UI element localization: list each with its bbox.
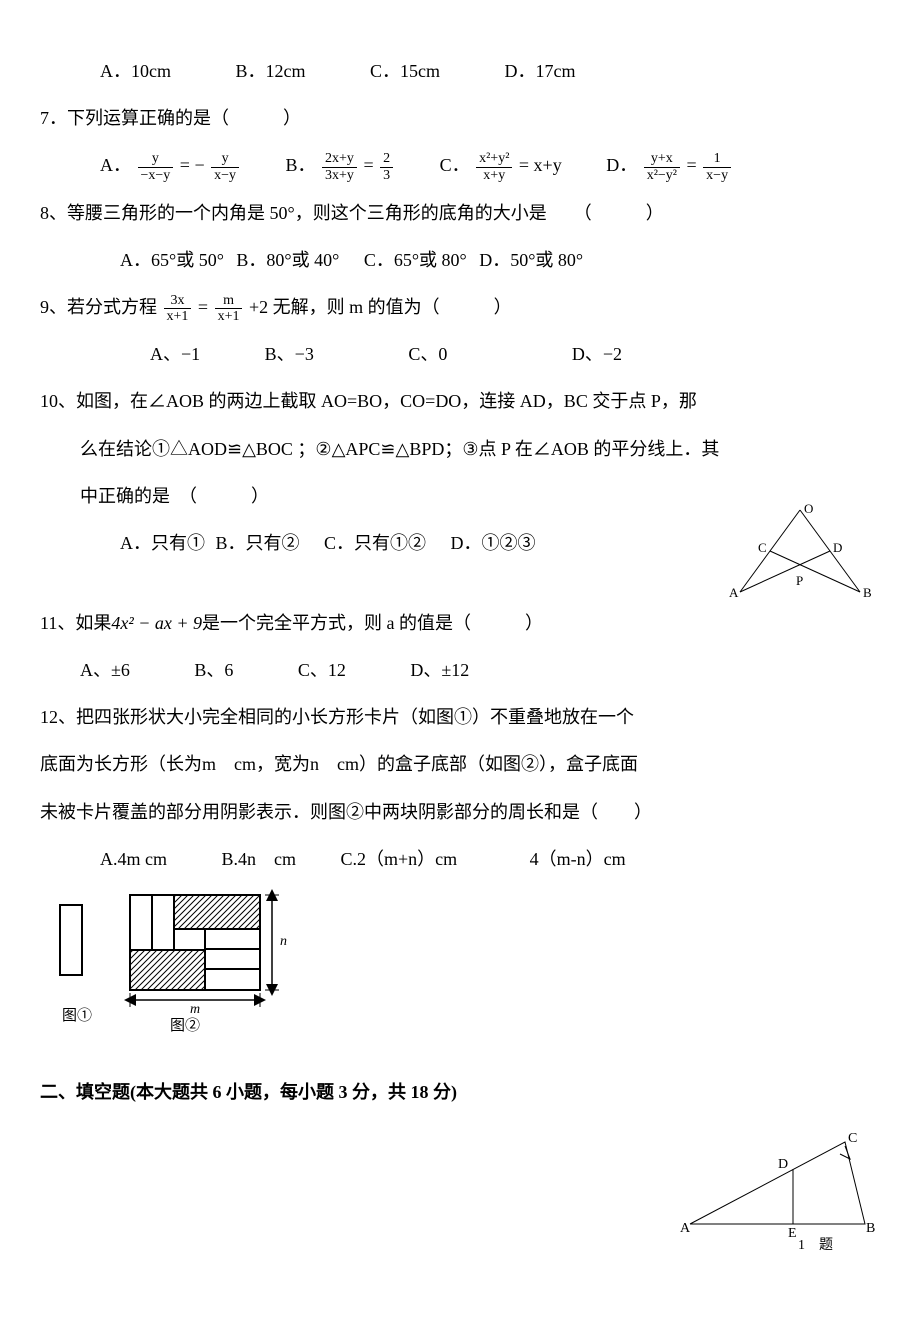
section2-heading: 二、填空题(本大题共 6 小题，每小题 3 分，共 18 分): [40, 1071, 880, 1114]
q11-stem: 11、如果4x² − ax + 9是一个完全平方式，则 a 的值是（ ）: [40, 602, 880, 645]
q9-opt-a: A、−1: [150, 333, 200, 376]
q7-d-prefix: D．: [606, 155, 637, 175]
q10-options: A．只有① B．只有② C．只有①② D．①②③: [40, 522, 720, 565]
q11-opt-a: A、±6: [80, 649, 130, 692]
q11-expr: 4x² − ax + 9: [111, 613, 202, 633]
q7-d-frac2: 1x−y: [703, 151, 731, 183]
q12-figure: 图① m n 图②: [40, 885, 300, 1035]
q7-opt-c: C． x²+y²x+y = x+y: [440, 144, 562, 187]
q6-options: A．10cm B．12cm C．15cm D．17cm: [40, 50, 880, 93]
q8-opt-b: B．80°或 40°: [236, 239, 339, 282]
q8-stem: 8、等腰三角形的一个内角是 50°，则这个三角形的底角的大小是 （ ）: [40, 192, 880, 235]
figq1-d: D: [778, 1157, 788, 1172]
q9-frac1: 3xx+1: [164, 293, 192, 325]
q10-label-c: C: [758, 540, 767, 555]
q7-d-mid: =: [687, 155, 702, 175]
q7-a-frac1: y−x−y: [138, 151, 174, 183]
q12-m-label: m: [190, 1002, 200, 1017]
q9-opt-b: B、−3: [265, 333, 314, 376]
q10-label-d: D: [833, 540, 842, 555]
q12-n-label: n: [280, 934, 287, 949]
q7-a-mid: = −: [180, 155, 205, 175]
q7-d-frac1: y+xx²−y²: [644, 151, 680, 183]
figq1-e: E: [788, 1226, 797, 1241]
q12-fig1-label: 图①: [62, 1007, 92, 1024]
q8-opt-c: C．65°或 80°: [364, 239, 467, 282]
q12-l3: 未被卡片覆盖的部分用阴影表示．则图②中两块阴影部分的周长和是（ ）: [40, 791, 880, 834]
q10-l2: 么在结论①△AOD≌△BOC ；②△APC≌△BPD；③点 P 在∠AOB 的平…: [40, 428, 880, 471]
q10-figure: O C D A B P: [720, 502, 880, 602]
q10-label-o: O: [804, 502, 813, 516]
q7-c-frac1: x²+y²x+y: [476, 151, 512, 183]
q6-opt-b: B．12cm: [236, 50, 306, 93]
q9-pre: 9、若分式方程: [40, 297, 162, 317]
q7-b-prefix: B．: [286, 155, 316, 175]
q7-a-frac2: yx−y: [211, 151, 239, 183]
q7-c-prefix: C．: [440, 155, 470, 175]
q8-options: A．65°或 50° B．80°或 40° C．65°或 80° D．50°或 …: [40, 239, 880, 282]
q12-fig2-label: 图②: [170, 1017, 200, 1034]
q12-opt-b: B.4n cm: [222, 838, 297, 881]
q9-mid: =: [198, 297, 213, 317]
q6-opt-a: A．10cm: [100, 50, 171, 93]
q10-opt-d: D．①②③: [451, 522, 536, 565]
q11-opt-d: D、±12: [410, 649, 469, 692]
q6-opt-d: D．17cm: [505, 50, 576, 93]
q12-l1: 12、把四张形状大小完全相同的小长方形卡片（如图①）不重叠地放在一个: [40, 696, 880, 739]
q7-b-mid: =: [363, 155, 378, 175]
figq1-b: B: [866, 1221, 875, 1236]
q8-opt-d: D．50°或 80°: [479, 239, 583, 282]
q10-l1: 10、如图，在∠AOB 的两边上截取 AO=BO，CO=DO，连接 AD，BC …: [40, 380, 880, 423]
q10-label-a: A: [729, 585, 739, 600]
q7-a-prefix: A．: [100, 155, 131, 175]
q11-pre: 11、如果: [40, 613, 111, 633]
q12-opt-d: 4（m-n）cm: [512, 838, 626, 881]
q11-options: A、±6 B、6 C、12 D、±12: [40, 649, 880, 692]
q9-stem: 9、若分式方程 3xx+1 = mx+1 +2 无解，则 m 的值为（ ）: [40, 286, 880, 329]
q7-stem: 7．下列运算正确的是（ ）: [40, 97, 880, 140]
q10-opt-c: C．只有①②: [324, 522, 426, 565]
q7-b-frac1: 2x+y3x+y: [322, 151, 357, 183]
q11-opt-c: C、12: [298, 649, 346, 692]
q7-opt-d: D． y+xx²−y² = 1x−y: [606, 144, 733, 187]
q7-b-frac2: 23: [380, 151, 393, 183]
q10-opt-a: A．只有①: [120, 522, 205, 565]
figq1-a: A: [680, 1221, 691, 1236]
q11-post: 是一个完全平方式，则 a 的值是（ ）: [202, 613, 543, 633]
q9-opt-d: D、−2: [572, 333, 622, 376]
q10-label-p: P: [796, 573, 803, 588]
q10-opt-b: B．只有②: [216, 522, 300, 565]
q10-label-b: B: [863, 585, 872, 600]
q7-options: A． y−x−y = − yx−y B． 2x+y3x+y = 23 C． x²…: [40, 144, 880, 187]
q12-options: A.4m cm B.4n cm C.2（m+n）cm 4（m-n）cm: [40, 838, 880, 881]
section2-q1-figure: A B C D E 1 题: [680, 1124, 880, 1254]
q9-frac2: mx+1: [215, 293, 243, 325]
q8-opt-a: A．65°或 50°: [120, 239, 224, 282]
q9-options: A、−1 B、−3 C、0 D、−2: [40, 333, 880, 376]
q12-l2: 底面为长方形（长为m cm，宽为n cm）的盒子底部（如图②），盒子底面: [40, 743, 880, 786]
figq1-c: C: [848, 1131, 857, 1146]
q7-opt-a: A． y−x−y = − yx−y: [100, 144, 241, 187]
q12-opt-a: A.4m cm: [100, 838, 167, 881]
q6-opt-c: C．15cm: [370, 50, 440, 93]
q12-opt-c: C.2（m+n）cm: [341, 838, 458, 881]
q11-opt-b: B、6: [194, 649, 233, 692]
q7-c-mid: = x+y: [519, 155, 562, 175]
q9-opt-c: C、0: [408, 333, 447, 376]
q7-opt-b: B． 2x+y3x+y = 23: [286, 144, 396, 187]
q9-post: +2 无解，则 m 的值为（ ）: [249, 297, 512, 317]
figq1-caption: 1 题: [798, 1238, 833, 1253]
